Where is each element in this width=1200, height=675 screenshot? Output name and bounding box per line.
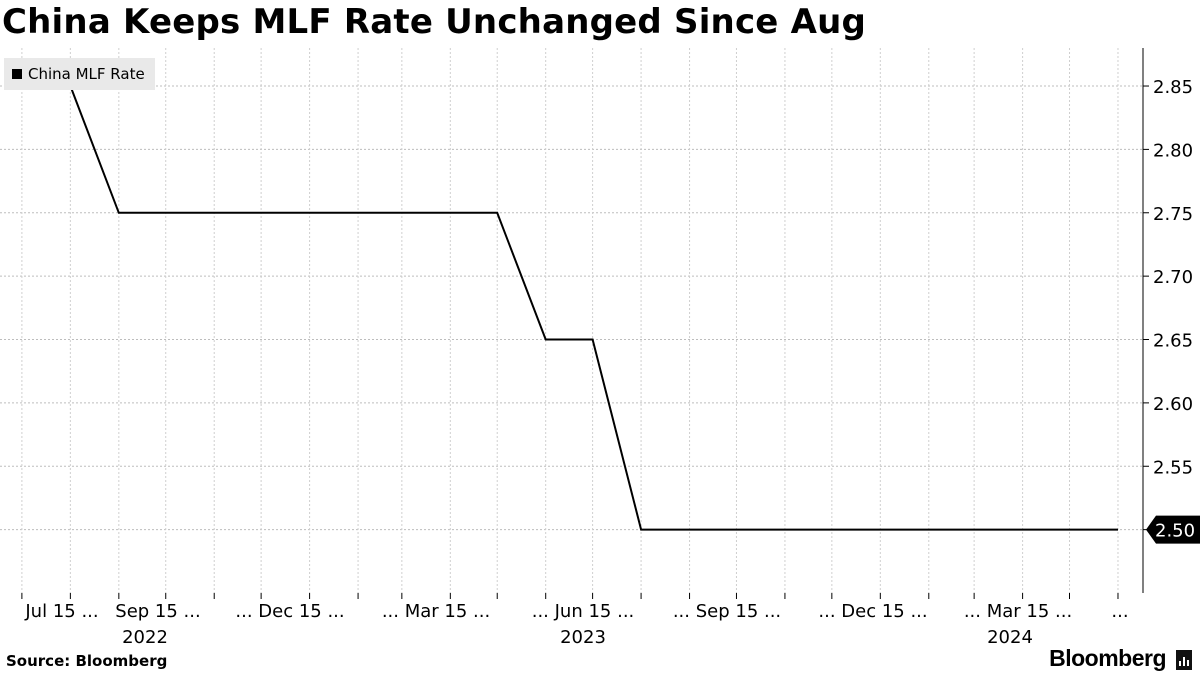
x-tick-label: Jul 15 ...	[24, 601, 98, 622]
y-tick-label: 2.65	[1153, 331, 1193, 352]
x-tick-label: ... Mar 15 ...	[964, 601, 1072, 622]
x-tick-label: ... Dec 15 ...	[818, 601, 927, 622]
bloomberg-mark-icon	[1176, 650, 1192, 670]
y-tick-label: 2.60	[1153, 394, 1193, 415]
legend-label-china-mlf-rate: China MLF Rate	[28, 65, 145, 83]
x-year-label: 2023	[560, 627, 606, 648]
x-tick-label: ... Sep 15 ...	[673, 601, 781, 622]
x-year-label: 2024	[987, 627, 1033, 648]
x-axis-labels: Jul 15 ... Sep 15 ... ... Dec 15 ... ... Ma…	[24, 601, 1128, 648]
legend: China MLF Rate	[4, 58, 155, 90]
gridlines	[0, 48, 1143, 593]
y-tick-label: 2.70	[1153, 267, 1193, 288]
last-value-label: 2.50	[1155, 521, 1195, 542]
chart-title: China Keeps MLF Rate Unchanged Since Aug	[2, 2, 867, 42]
y-tick-label: 2.80	[1153, 140, 1193, 161]
source-note: Source: Bloomberg	[6, 652, 168, 670]
legend-swatch	[12, 69, 22, 79]
series-layer	[21, 85, 1118, 531]
x-year-label: 2022	[122, 627, 168, 648]
x-tick-label: ... Mar 15 ...	[382, 601, 490, 622]
x-axis-ticks	[21, 593, 1119, 599]
y-axis: 2.85 2.80 2.75 2.70 2.65 2.60 2.55 2.50	[1142, 48, 1200, 593]
bloomberg-logo-text: Bloomberg	[1049, 645, 1166, 671]
y-tick-label: 2.85	[1153, 77, 1193, 98]
y-tick-label: 2.75	[1153, 204, 1193, 225]
x-tick-label: ... Dec 15 ...	[235, 601, 344, 622]
x-tick-label: ... Jun 15 ...	[532, 601, 635, 622]
x-tick-label: Sep 15 ...	[115, 601, 200, 622]
series-line-china-mlf-rate	[21, 85, 1118, 531]
x-tick-label: ...	[1111, 601, 1128, 622]
y-tick-label: 2.55	[1153, 457, 1193, 478]
last-value-badge	[1146, 515, 1200, 544]
